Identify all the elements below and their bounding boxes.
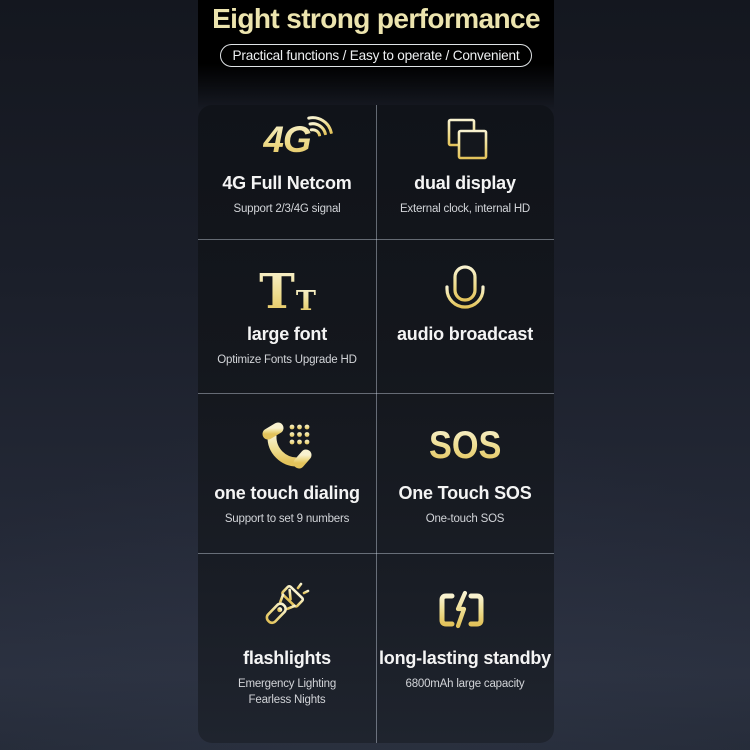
features-panel: 4G 4G Full Netcom Support 2/3/4G signal [198,105,554,743]
feature-card-long-lasting-standby: long-lasting standby 6800mAh large capac… [376,554,554,743]
microphone-glyph [445,265,485,320]
feature-title: large font [246,324,327,345]
microphone-icon [439,262,491,322]
feature-title: 4G Full Netcom [222,173,352,193]
flashlight-glyph [265,582,311,624]
feature-card-one-touch-sos: SOS One Touch SOS One-touch SOS [376,394,554,553]
dual-display-glyph [447,118,488,160]
4g-signal-icon: 4G [263,113,333,167]
feature-row-3: one touch dialing Support to set 9 numbe… [198,394,554,554]
feature-title: audio broadcast [396,324,534,345]
feature-title: One Touch SOS [398,482,532,503]
page-title: Eight strong performance [212,3,540,34]
feature-card-audio-broadcast: audio broadcast [376,240,554,392]
feature-title: long-lasting standby [378,647,551,668]
feature-title: one touch dialing [214,482,360,503]
battery-charge-icon [434,582,496,638]
feature-subtitle-line2: Fearless Nights [248,693,326,706]
feature-card-4g: 4G 4G Full Netcom Support 2/3/4G signal [198,105,376,239]
tagline-text: Practical functions / Easy to operate / … [232,48,520,63]
big-t-glyph: T [259,264,295,321]
feature-row-1: 4G 4G Full Netcom Support 2/3/4G signal [198,105,554,241]
feature-title: dual display [414,173,516,193]
flashlight-icon [258,582,316,638]
feature-subtitle: One-touch SOS [425,512,505,525]
feature-subtitle: Emergency Lighting Fearless Nights [238,676,336,708]
feature-subtitle: 6800mAh large capacity [405,677,525,690]
feature-subtitle-line1: Emergency Lighting [237,677,337,690]
feature-card-dual-display: dual display External clock, internal HD [376,105,554,239]
vertical-divider [376,105,377,743]
small-t-glyph: T [295,285,316,317]
4g-glyph: 4G [263,116,333,161]
feature-card-one-touch-dialing: one touch dialing Support to set 9 numbe… [198,394,376,553]
sos-text: SOS [428,424,502,468]
feature-title: flashlights [243,647,331,668]
feature-subtitle: Support 2/3/4G signal [233,203,341,215]
header: Eight strong performance Practical funct… [198,0,554,110]
tagline-pill: Practical functions / Easy to operate / … [219,44,533,67]
signal-waves-icon [306,116,333,137]
sos-icon: SOS [424,420,506,472]
feature-subtitle: Optimize Fonts Upgrade HD [217,354,357,367]
feature-card-flashlights: flashlights Emergency Lighting Fearless … [198,554,376,743]
dual-display-icon [441,113,489,167]
phone-dial-glyph [262,422,312,469]
feature-subtitle: Support to set 9 numbers [224,512,350,525]
4g-text: 4G [263,119,311,160]
feature-row-4: flashlights Emergency Lighting Fearless … [198,554,554,743]
phone-dial-icon [260,420,314,472]
battery-charge-glyph [439,590,493,628]
feature-subtitle: External clock, internal HD [399,203,531,215]
